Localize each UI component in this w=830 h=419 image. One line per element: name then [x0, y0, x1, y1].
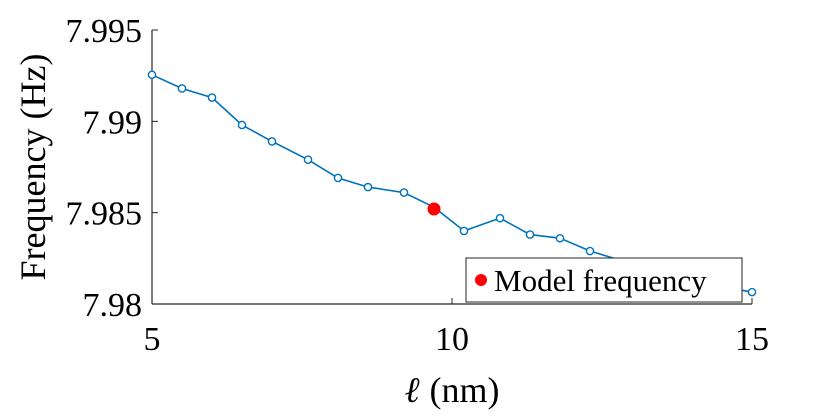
data-point [525, 230, 535, 239]
y-tick-label: 7.995 [66, 13, 143, 50]
x-tick-label: 15 [735, 321, 769, 358]
y-tick-label: 7.99 [83, 104, 143, 141]
model-frequency-point [427, 202, 441, 216]
data-point [399, 188, 409, 197]
data-point [207, 93, 217, 102]
data-point [267, 137, 277, 146]
data-point [459, 226, 469, 236]
data-point [333, 173, 343, 183]
legend: Model frequency [465, 257, 743, 303]
x-tick-label: 5 [144, 321, 161, 358]
legend-marker [475, 274, 487, 286]
x-axis-label: ℓ (nm) [405, 370, 500, 410]
data-point [177, 84, 187, 93]
data-point [585, 246, 595, 256]
x-axis-label-unit: (nm) [430, 370, 500, 410]
data-point [363, 182, 373, 192]
data-point [747, 287, 757, 297]
data-point [555, 233, 565, 243]
x-ticks: 5 10 15 [144, 298, 769, 358]
data-point [147, 70, 157, 80]
legend-box [465, 257, 743, 303]
y-tick-label: 7.985 [66, 196, 143, 233]
y-ticks: 7.98 7.985 7.99 7.995 [66, 13, 158, 324]
y-axis-label: Frequency (Hz) [13, 54, 53, 281]
data-point [237, 120, 247, 130]
data-point [303, 155, 313, 164]
y-tick-label: 7.98 [83, 287, 143, 324]
x-tick-label: 10 [435, 321, 469, 358]
legend-label: Model frequency [494, 263, 707, 298]
x-axis-label-symbol: ℓ [405, 370, 420, 410]
data-point [495, 213, 505, 223]
